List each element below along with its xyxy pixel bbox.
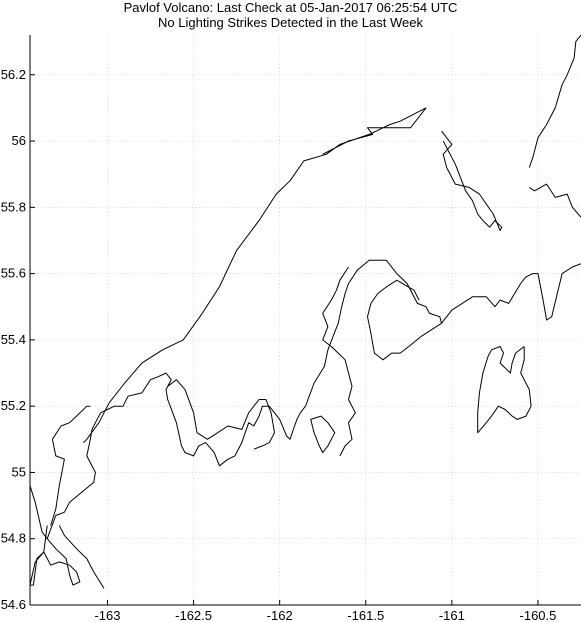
y-axis-ticks: 54.6 54.8 55 55.2 55.4 55.6 55.8 56 56.2 (1, 67, 35, 612)
axes (29, 35, 581, 606)
coastline-east-coast (441, 263, 581, 324)
coastline-north-coast (83, 107, 427, 443)
coastline-inner-bay-islands (310, 415, 336, 454)
x-tick-label: -160.5 (520, 608, 557, 622)
coastline-southwest-islands-2 (58, 525, 105, 589)
y-tick-label: 55.2 (1, 398, 26, 413)
coastline-sanak-islands (477, 346, 532, 434)
coastline-mid-bay-islands (167, 379, 275, 450)
map-title-line1: Pavlof Volcano: Last Check at 05-Jan-201… (123, 0, 458, 15)
coastline-east-shore-2 (529, 183, 581, 218)
x-tick-label: -162 (267, 608, 293, 622)
x-tick-label: -161 (439, 608, 465, 622)
y-tick-label: 55.8 (1, 199, 26, 214)
y-tick-label: 56.2 (1, 67, 26, 82)
coastlines (29, 34, 581, 589)
y-tick-label: 55.6 (1, 266, 26, 281)
coastline-northeast-coast (441, 130, 503, 231)
map-title: Pavlof Volcano: Last Check at 05-Jan-201… (0, 0, 581, 30)
x-tick-label: -163 (94, 608, 120, 622)
coastline-southwest-islands (29, 525, 81, 586)
y-tick-label: 54.6 (1, 597, 26, 612)
y-tick-label: 55 (12, 464, 26, 479)
map-title-line2: No Lighting Strikes Detected in the Last… (158, 15, 423, 30)
coastline-unga-island (50, 405, 91, 526)
coastline-main-peninsula-south (29, 259, 442, 540)
x-tick-label: -162.5 (175, 608, 212, 622)
grid-lines (30, 35, 581, 606)
coastline-east-bay-islands (322, 266, 356, 457)
x-tick-label: -161.5 (347, 608, 384, 622)
coastline-northeast-shore (528, 34, 581, 168)
x-axis-ticks: -163 -162.5 -162 -161.5 -161 -160.5 (94, 600, 556, 622)
y-tick-label: 55.4 (1, 332, 26, 347)
y-tick-label: 54.8 (1, 531, 26, 546)
y-tick-label: 56 (12, 133, 26, 148)
